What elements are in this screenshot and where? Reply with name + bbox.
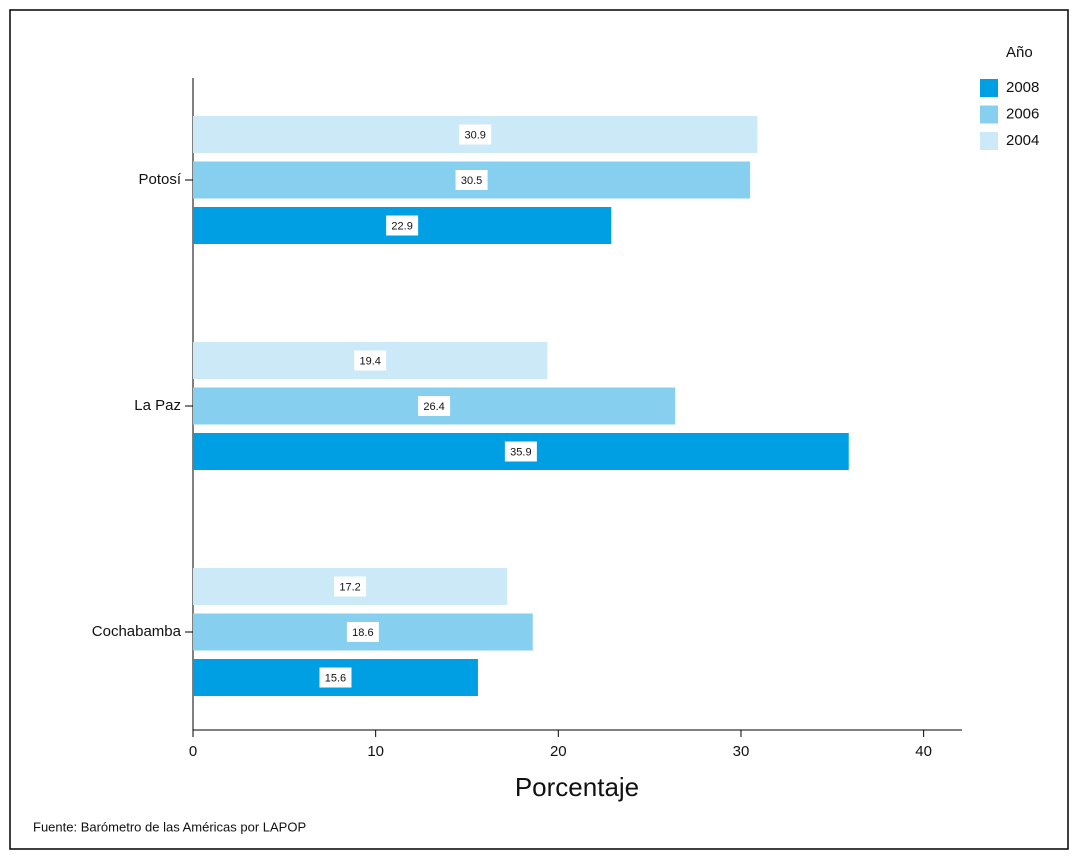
y-tick-label: La Paz [134, 397, 181, 414]
x-tick-label: 30 [733, 743, 750, 760]
value-label: 17.2 [339, 581, 360, 593]
value-label: 30.5 [461, 175, 482, 187]
frame [9, 9, 1069, 850]
value-label-box [334, 576, 367, 597]
source-note: Fuente: Barómetro de las Américas por LA… [33, 819, 306, 834]
value-label-box [455, 170, 488, 190]
legend-label: 2006 [1006, 105, 1039, 122]
x-tick-label: 40 [915, 743, 932, 760]
value-label: 30.9 [464, 129, 485, 141]
value-label-box [386, 215, 419, 236]
value-label-box [346, 622, 379, 642]
value-label: 18.6 [352, 627, 373, 639]
y-tick-label: Potosí [138, 171, 181, 188]
value-label-box [319, 667, 352, 688]
value-label: 15.6 [325, 672, 346, 684]
value-label: 19.4 [359, 355, 380, 367]
value-label-box [459, 124, 492, 145]
x-axis-title: Porcentaje [515, 772, 639, 802]
legend-swatch [980, 132, 998, 150]
value-label: 26.4 [423, 401, 444, 413]
x-tick-label: 10 [367, 743, 384, 760]
legend-label: 2008 [1006, 79, 1039, 96]
value-label-box [354, 350, 387, 371]
value-label-box [504, 441, 537, 462]
value-label-box [418, 396, 451, 416]
legend-swatch [980, 105, 998, 124]
legend-label: 2004 [1006, 132, 1039, 149]
x-tick-label: 0 [189, 743, 197, 760]
legend-swatch [980, 79, 998, 97]
x-tick-label: 20 [550, 743, 567, 760]
legend-title: Año [1006, 44, 1033, 61]
y-tick-label: Cochabamba [92, 623, 182, 640]
value-label: 22.9 [391, 220, 412, 232]
value-label: 35.9 [510, 446, 531, 458]
